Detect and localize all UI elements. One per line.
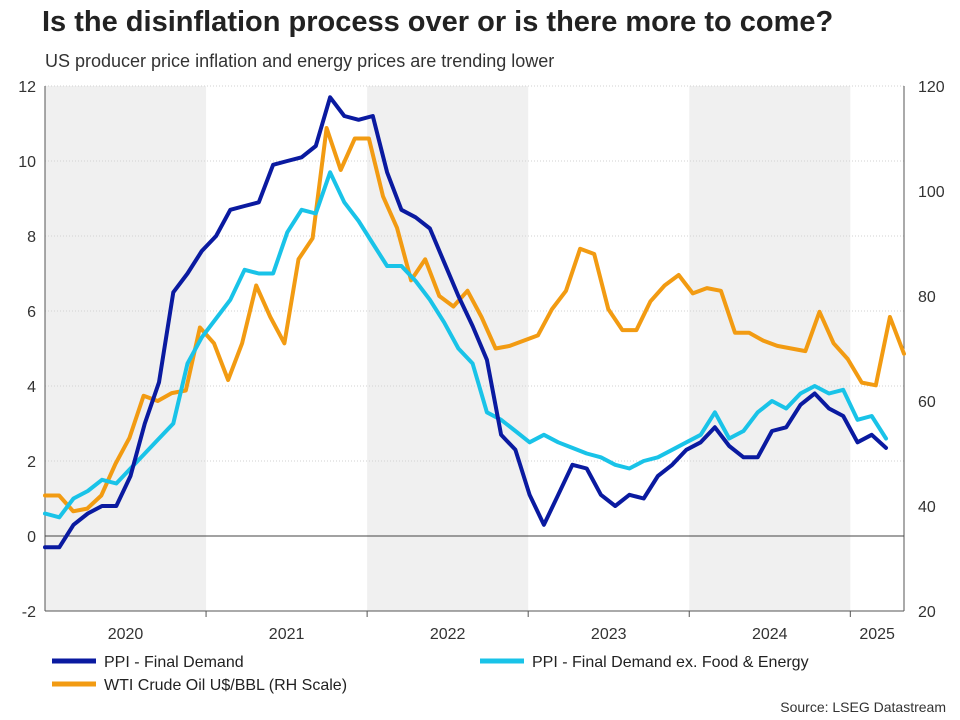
left-tick-label: -2 bbox=[22, 604, 36, 621]
chart-subtitle: US producer price inflation and energy p… bbox=[45, 51, 555, 71]
x-tick-label-2023: 2023 bbox=[591, 626, 627, 643]
legend-label-1: PPI - Final Demand ex. Food & Energy bbox=[532, 654, 809, 671]
left-tick-label: 0 bbox=[27, 529, 36, 546]
x-tick-label-2020: 2020 bbox=[108, 626, 144, 643]
source-note: Source: LSEG Datastream bbox=[780, 699, 946, 715]
series-line-1 bbox=[43, 170, 888, 520]
legend-label-0: PPI - Final Demand bbox=[104, 654, 244, 671]
left-tick-label: 4 bbox=[27, 379, 36, 396]
year-band-2024 bbox=[689, 86, 851, 611]
right-tick-label: 100 bbox=[918, 184, 945, 201]
right-tick-label: 120 bbox=[918, 79, 945, 96]
series-line-2 bbox=[43, 126, 906, 514]
x-tick-label-2021: 2021 bbox=[269, 626, 305, 643]
left-tick-label: 2 bbox=[27, 454, 36, 471]
right-tick-label: 60 bbox=[918, 394, 936, 411]
left-tick-label: 6 bbox=[27, 304, 36, 321]
x-tick-label-2024: 2024 bbox=[752, 626, 788, 643]
x-tick-label-2022: 2022 bbox=[430, 626, 466, 643]
left-tick-label: 10 bbox=[18, 154, 36, 171]
right-tick-label: 40 bbox=[918, 499, 936, 516]
series-line-0 bbox=[43, 95, 888, 550]
left-tick-label: 8 bbox=[27, 229, 36, 246]
legend-label-2: WTI Crude Oil U$/BBL (RH Scale) bbox=[104, 677, 347, 694]
chart-title: Is the disinflation process over or is t… bbox=[42, 6, 834, 38]
right-tick-label: 20 bbox=[918, 604, 936, 621]
x-tick-label-2025: 2025 bbox=[859, 626, 895, 643]
right-tick-label: 80 bbox=[918, 289, 936, 306]
left-tick-label: 12 bbox=[18, 79, 36, 96]
year-band-2020 bbox=[45, 86, 207, 611]
